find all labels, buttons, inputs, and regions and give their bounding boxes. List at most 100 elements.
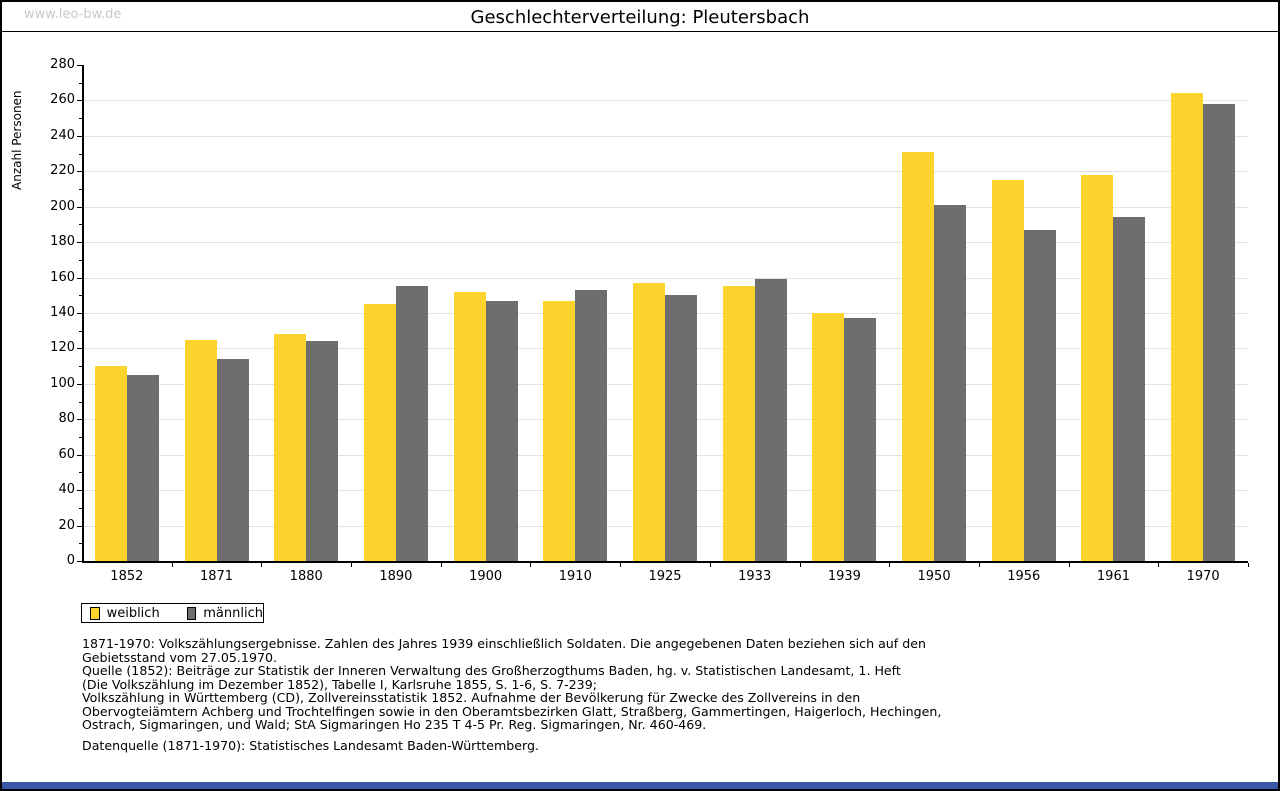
y-tick-major: [77, 383, 82, 385]
y-tick-major: [77, 490, 82, 492]
legend-swatch-maennlich: [186, 606, 197, 620]
y-tick-label: 140: [50, 305, 75, 320]
x-axis-label: 1910: [558, 569, 592, 584]
bar-maennlich: [485, 300, 518, 561]
plot-area: 0 20 40 60 80 100 120 140 160 180 200 220 240 260 280 1…: [50, 58, 1249, 584]
bar-weiblich: [274, 334, 307, 561]
x-tick: [1158, 563, 1160, 567]
x-tick: [889, 563, 891, 567]
y-tick-minor: [79, 153, 82, 155]
y-tick-label: 220: [50, 163, 75, 179]
bar-maennlich: [1113, 217, 1146, 561]
bar-maennlich: [844, 318, 877, 561]
gridline: [84, 135, 1248, 137]
x-axis-label: 1852: [110, 569, 144, 584]
bar-weiblich: [1081, 174, 1114, 561]
bar-weiblich: [812, 313, 845, 561]
x-axis-label: 1939: [827, 569, 861, 584]
y-tick-minor: [79, 543, 82, 545]
y-tick-label: 100: [50, 375, 75, 391]
y-tick-label: 120: [50, 340, 75, 356]
y-tick-major: [77, 171, 82, 173]
y-tick-major: [77, 100, 82, 102]
x-axis-label: 1956: [1007, 569, 1041, 584]
x-tick: [978, 563, 980, 567]
x-tick: [709, 563, 711, 567]
y-tick-major: [77, 206, 82, 208]
x-tick: [440, 563, 442, 567]
y-tick-major: [77, 313, 82, 314]
bar-weiblich: [184, 339, 217, 561]
footnote-line: Quelle (1852): Beiträge zur Statistik de…: [82, 663, 901, 678]
bar-maennlich: [216, 359, 249, 561]
gridline: [84, 242, 1248, 244]
footnote-line: 1871-1970: Volkszählungsergebnisse. Zahl…: [82, 636, 926, 651]
y-tick-minor: [79, 224, 82, 226]
x-tick: [171, 563, 173, 567]
bar-weiblich: [1171, 93, 1204, 561]
y-tick-label: 260: [50, 92, 75, 108]
legend-swatch-weiblich: [90, 606, 100, 620]
x-axis-label: 1871: [199, 569, 234, 584]
y-tick-minor: [79, 259, 82, 261]
x-tick: [261, 563, 263, 567]
gridline: [84, 100, 1248, 102]
y-tick-minor: [79, 118, 82, 120]
footnote-line: Obervogteiämtern Achberg und Trochtelfin…: [82, 703, 942, 719]
y-tick-major: [77, 135, 82, 137]
bar-maennlich: [306, 341, 339, 561]
x-axis-label: 1933: [738, 569, 772, 584]
x-axis-label: 1950: [917, 569, 951, 584]
chart-title: Geschlechterverteilung: Pleutersbach: [470, 7, 810, 28]
y-tick-label: 160: [50, 269, 75, 285]
x-axis-label: 1900: [469, 569, 503, 584]
y-tick-major: [77, 348, 82, 350]
bar-maennlich: [575, 289, 608, 561]
y-tick-major: [77, 277, 82, 279]
bar-maennlich: [934, 204, 967, 561]
bar-maennlich: [1203, 103, 1236, 561]
y-tick-minor: [79, 189, 82, 190]
watermark: www.leo-bw.de: [24, 7, 122, 22]
x-axis-line: [82, 561, 1248, 563]
bar-weiblich: [633, 282, 665, 561]
bar-weiblich: [991, 180, 1024, 561]
y-tick-label: 180: [50, 234, 75, 250]
bottom-bar: [2, 782, 1278, 789]
x-axis-label: 1880: [289, 569, 323, 584]
footnote-line: Gebietsstand vom 27.05.1970.: [82, 649, 277, 665]
footnote-line: Volkszählung in Württemberg (CD), Zollve…: [82, 690, 861, 705]
y-tick-major: [77, 242, 82, 244]
gridline: [84, 171, 1248, 173]
y-tick-minor: [79, 82, 82, 84]
y-tick-major: [77, 419, 82, 421]
bar-weiblich: [453, 291, 486, 561]
gridline: [84, 206, 1248, 208]
x-tick: [1248, 563, 1249, 567]
x-tick: [1068, 563, 1070, 567]
bar-weiblich: [543, 300, 576, 561]
legend-label-weiblich: weiblich: [106, 605, 160, 621]
bar-maennlich: [1023, 229, 1056, 561]
y-tick-label: 80: [58, 411, 75, 427]
footnote-line: (Die Volkszählung im Dezember 1852), Tab…: [82, 676, 597, 692]
legend: weiblich männlich: [81, 603, 264, 623]
y-tick-label: 20: [58, 517, 75, 533]
gridline: [84, 277, 1248, 279]
bar-weiblich: [94, 366, 127, 561]
y-tick-major: [77, 561, 82, 562]
bar-weiblich: [902, 151, 935, 561]
y-tick-label: 40: [58, 482, 75, 498]
x-tick: [530, 563, 532, 567]
y-tick-minor: [79, 472, 82, 474]
y-tick-minor: [79, 330, 82, 332]
x-axis-label: 1961: [1096, 569, 1130, 584]
title-divider: [2, 31, 1278, 32]
bar-maennlich: [126, 375, 159, 561]
footnote-block: 1871-1970: Volkszählungsergebnisse. Zahl…: [82, 637, 941, 732]
y-tick-major: [77, 525, 82, 527]
x-axis-label: 1970: [1186, 569, 1220, 584]
datasource-line: Datenquelle (1871-1970): Statistisches L…: [82, 738, 539, 753]
y-tick-minor: [79, 507, 82, 509]
